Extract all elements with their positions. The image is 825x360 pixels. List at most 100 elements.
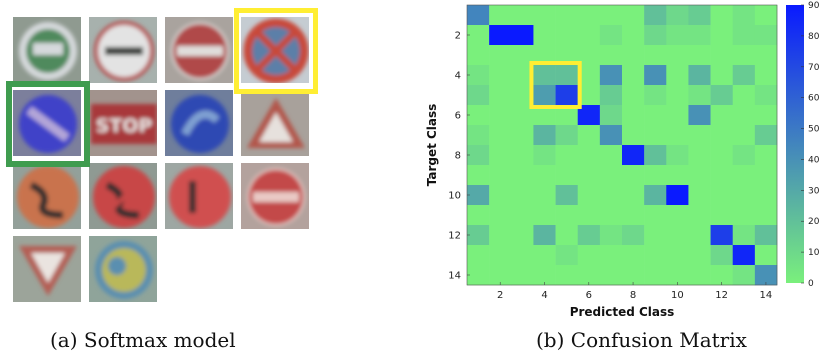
heatmap-cell — [489, 185, 512, 206]
heatmap-cell — [666, 25, 689, 46]
y-tick-label: 14 — [448, 271, 461, 282]
heatmap-cell — [622, 245, 645, 266]
heatmap-cell — [644, 165, 667, 186]
blurred-stop-sign-icon: STOP — [88, 89, 158, 157]
heatmap-cell — [754, 45, 778, 66]
heatmap-cell — [599, 125, 623, 146]
heatmap-cell — [710, 5, 734, 26]
x-tick-label: 8 — [630, 290, 636, 301]
blurred-blue-mandatory-sign-icon — [164, 89, 234, 157]
heatmap-cell — [710, 85, 734, 106]
heatmap-cell — [622, 165, 645, 186]
heatmap-cell — [511, 125, 534, 146]
heatmap-cell — [599, 85, 623, 106]
heatmap-cell — [710, 65, 734, 86]
heatmap-cell — [511, 185, 534, 206]
colorbar-tick-label: 0 — [808, 279, 814, 289]
heatmap-cell — [688, 265, 711, 286]
heatmap-cell — [754, 25, 778, 46]
heatmap-cell — [467, 65, 490, 86]
blurred-green-fuzzy-sign-icon — [88, 235, 158, 303]
colorbar-tick-label: 80 — [808, 32, 820, 42]
x-axis-ticks: 2 4 6 8 10 12 14 — [497, 282, 772, 301]
heatmap-cell — [732, 265, 756, 286]
heatmap-cell — [754, 5, 778, 26]
colorbar-tick-label: 30 — [808, 186, 820, 196]
heatmap-cell — [644, 125, 667, 146]
svg-text:STOP: STOP — [96, 115, 153, 137]
heatmap-cell — [511, 45, 534, 66]
heatmap-cell — [577, 65, 601, 86]
heatmap-cell — [710, 265, 734, 286]
heatmap-cell — [622, 105, 645, 126]
heatmap-cell — [688, 165, 711, 186]
heatmap-cell — [732, 25, 756, 46]
y-tick-label: 12 — [448, 231, 461, 242]
heatmap-cell — [754, 225, 778, 246]
heatmap-cell — [754, 205, 778, 226]
heatmap-cell — [754, 185, 778, 206]
heatmap-cell — [555, 165, 579, 186]
x-tick-label: 4 — [541, 290, 547, 301]
y-axis-ticks: 2 4 6 8 10 12 14 — [448, 31, 470, 282]
heatmap-cell — [710, 185, 734, 206]
heatmap-cell — [555, 65, 579, 86]
heatmap-cell — [467, 165, 490, 186]
y-tick-label: 2 — [455, 31, 461, 42]
colorbar-tick-label: 70 — [808, 63, 820, 73]
heatmap-cell — [644, 205, 667, 226]
blurred-warning-triangle-sign-icon — [240, 89, 310, 157]
heatmap-cell — [577, 205, 601, 226]
heatmap-cell — [555, 205, 579, 226]
blurred-red-band-sign-icon — [240, 162, 310, 230]
heatmap-cell — [666, 205, 689, 226]
heatmap-cell — [555, 105, 579, 126]
heatmap-cell — [666, 265, 689, 286]
heatmap-cell — [533, 265, 556, 286]
heatmap-cell — [710, 245, 734, 266]
heatmap-cell — [599, 225, 623, 246]
heatmap-cell — [511, 85, 534, 106]
heatmap-cell — [489, 5, 512, 26]
heatmap-cell — [511, 245, 534, 266]
heatmap-cell — [555, 5, 579, 26]
heatmap-cell — [577, 125, 601, 146]
heatmap-cell — [622, 205, 645, 226]
colorbar-tick-label: 60 — [808, 94, 820, 104]
heatmap-cell — [710, 125, 734, 146]
heatmap-cell — [666, 165, 689, 186]
heatmap-cell — [577, 145, 601, 166]
y-axis-label: Target Class — [425, 104, 439, 187]
heatmap-cell — [732, 5, 756, 26]
heatmap-cell — [533, 45, 556, 66]
heatmap-cell — [489, 265, 512, 286]
x-axis-label: Predicted Class — [570, 305, 675, 319]
heatmap-cell — [710, 165, 734, 186]
heatmap-cell — [467, 85, 490, 106]
heatmap-cell — [533, 245, 556, 266]
heatmap-cell — [489, 165, 512, 186]
heatmap-cell — [599, 45, 623, 66]
heatmap-cell — [467, 225, 490, 246]
colorbar: 0 10 20 30 40 50 60 70 80 90 — [786, 1, 820, 289]
heatmap-cell — [555, 85, 579, 106]
heatmap-cell — [489, 125, 512, 146]
colorbar-tick-label: 90 — [808, 1, 820, 11]
heatmap-cell — [710, 205, 734, 226]
heatmap-cell — [467, 105, 490, 126]
heatmap-cell — [666, 145, 689, 166]
heatmap-cell — [644, 85, 667, 106]
heatmap-cell — [511, 205, 534, 226]
heatmap-cell — [754, 145, 778, 166]
heatmap-cell — [599, 145, 623, 166]
heatmap-cell — [577, 85, 601, 106]
heatmap-cell — [732, 85, 756, 106]
heatmap-cell — [599, 185, 623, 206]
heatmap-cell — [489, 225, 512, 246]
heatmap-cell — [555, 265, 579, 286]
heatmap-cell — [732, 185, 756, 206]
heatmap-cell — [732, 165, 756, 186]
heatmap-cell — [577, 45, 601, 66]
heatmap-cell — [489, 45, 512, 66]
heatmap-cell — [666, 185, 689, 206]
